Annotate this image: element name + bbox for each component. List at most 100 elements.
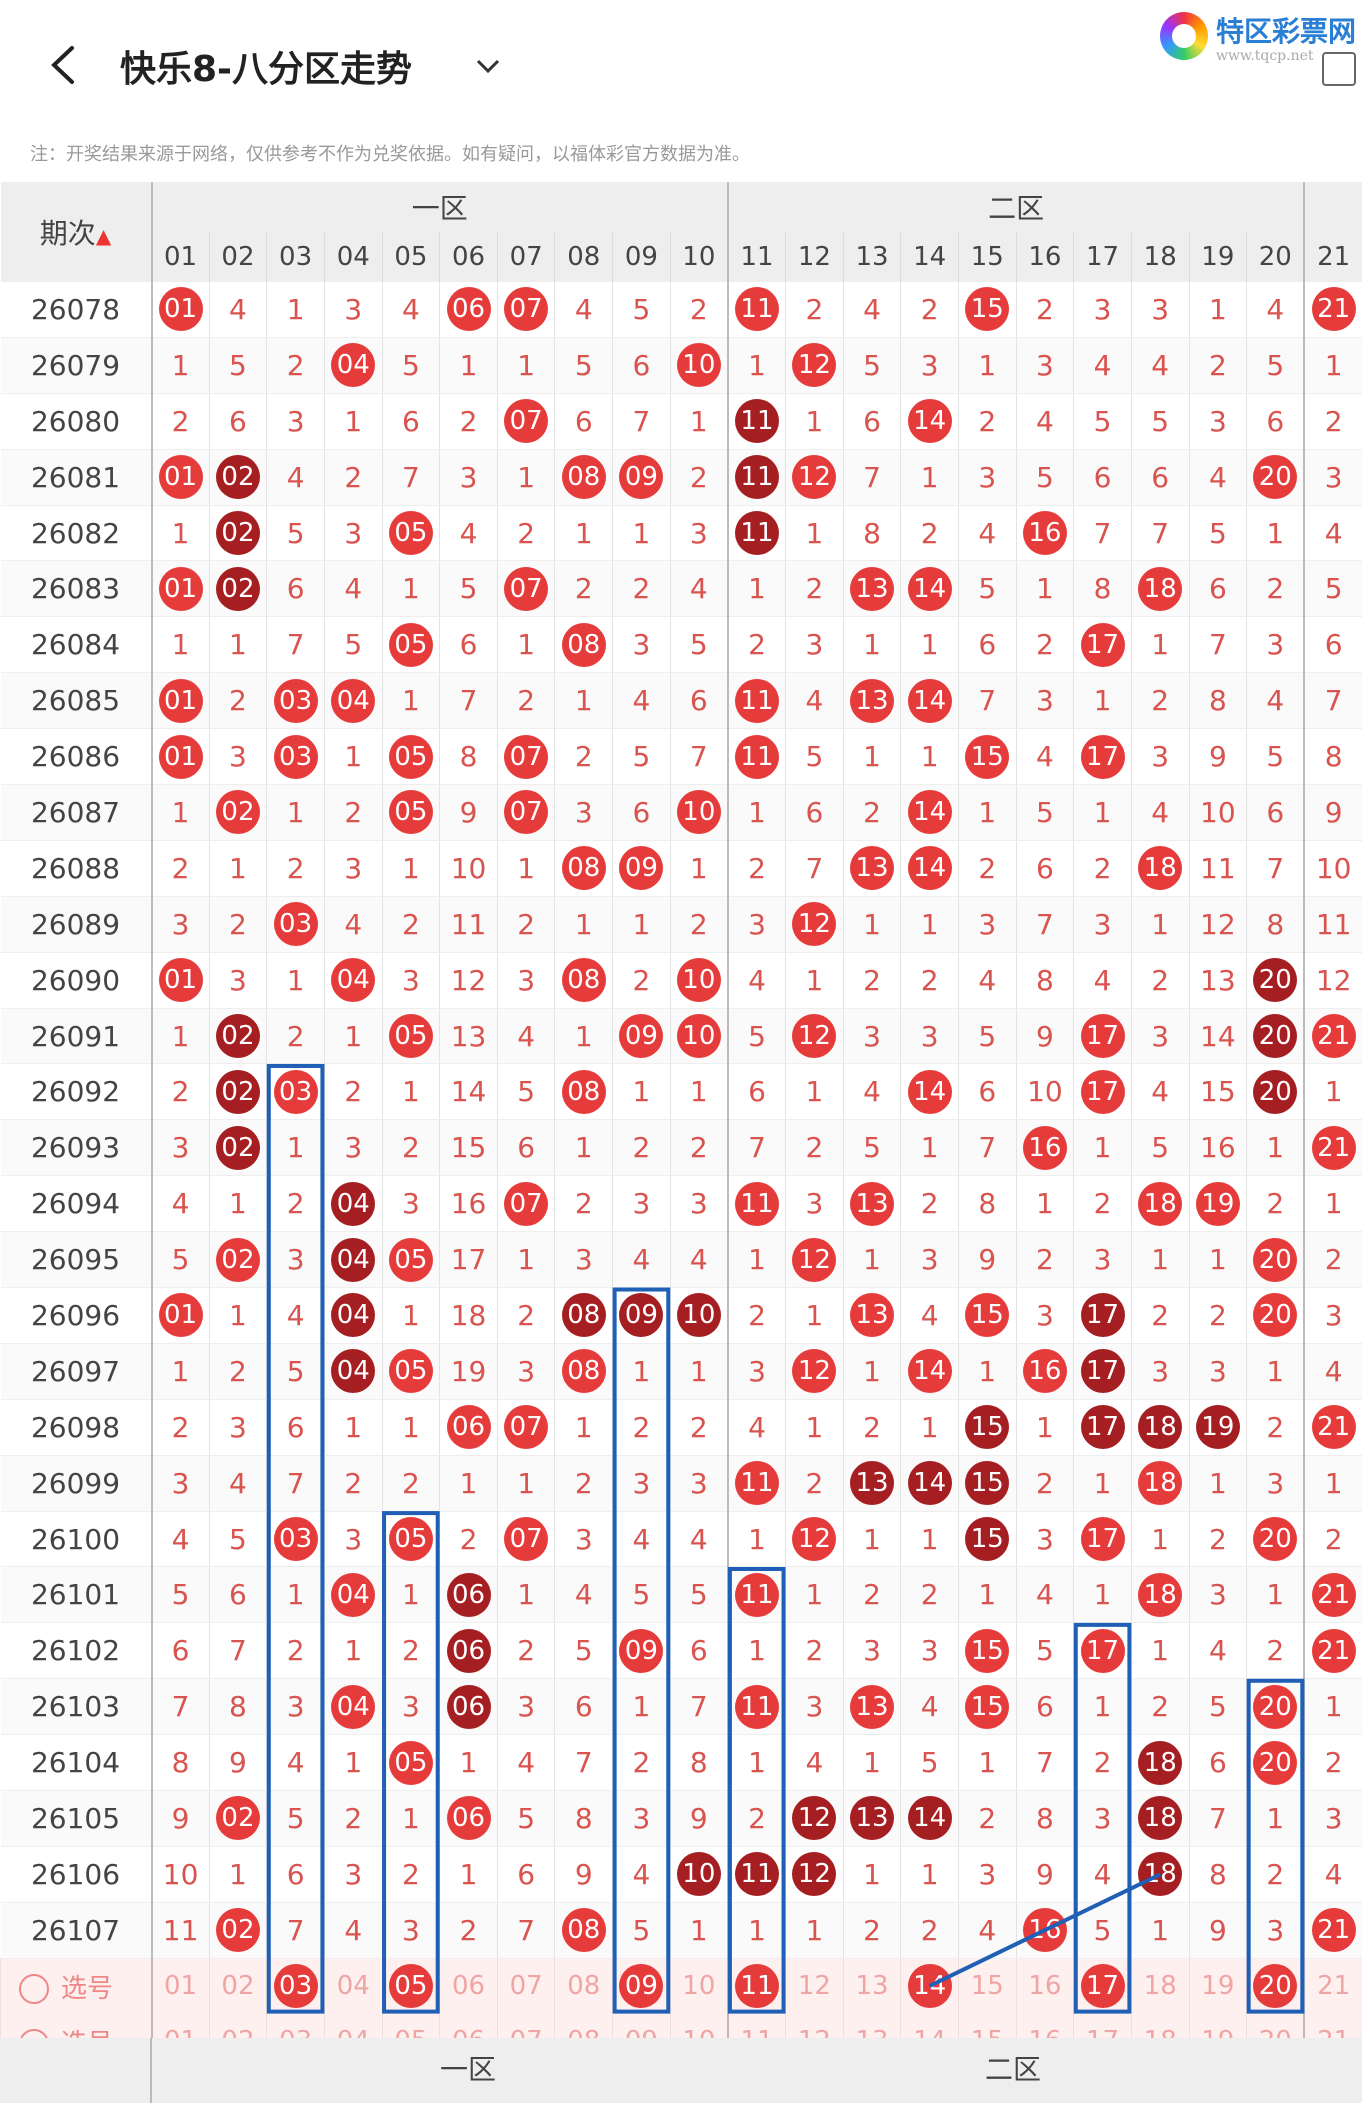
select-number-18[interactable]: 18	[1130, 1958, 1190, 2014]
miss-count-cell: 6	[957, 1063, 1017, 1121]
miss-count-cell: 5	[1188, 1678, 1247, 1736]
miss-count-cell: 2	[900, 1566, 959, 1624]
miss-count-cell: 5	[842, 1119, 901, 1177]
miss-count-cell: 8	[669, 1734, 728, 1792]
miss-count-cell: 4	[323, 896, 383, 953]
drawn-number-cell: 12	[785, 1231, 844, 1289]
miss-count-cell: 2	[785, 282, 844, 338]
select-number-09[interactable]: 09	[612, 1958, 671, 2014]
select-number-21[interactable]: 21	[1303, 1958, 1362, 2014]
miss-count-cell: 3	[1188, 1566, 1247, 1624]
select-number-13[interactable]: 13	[842, 1958, 901, 2014]
miss-count-cell: 1	[1015, 1175, 1074, 1233]
select-number-01[interactable]: 01	[151, 1958, 210, 2014]
sort-icon[interactable]: ▲	[95, 224, 112, 248]
select-number-02[interactable]: 02	[208, 1958, 267, 2014]
miss-count-cell: 7	[554, 1734, 613, 1792]
miss-count-cell: 4	[1130, 1063, 1190, 1121]
select-number-08[interactable]: 08	[554, 1958, 613, 2014]
miss-count-cell: 1	[612, 1678, 671, 1736]
drawn-number-cell: 12	[785, 449, 844, 506]
miss-count-cell: 3	[554, 1511, 613, 1568]
period-header[interactable]: 期次▲	[0, 182, 153, 282]
title-dropdown-button[interactable]	[470, 48, 506, 84]
miss-count-cell: 6	[1015, 1678, 1074, 1736]
drawn-ball: 13	[850, 678, 894, 723]
number-header-14: 14	[900, 232, 959, 282]
miss-count-cell: 4	[208, 282, 267, 338]
miss-count-cell: 11	[1303, 896, 1362, 953]
radio-button[interactable]	[19, 1974, 49, 2005]
miss-count-cell: 1	[900, 1846, 959, 1903]
select-row-label[interactable]: 选号	[0, 1958, 153, 2014]
table-row: 26088 2 1 2 3 1 10 1 08 09 1 2 7 13 14 2 6 2 18 11 7 10	[0, 840, 1362, 897]
select-number-03[interactable]: 03	[266, 1958, 325, 2014]
miss-count-cell: 3	[381, 952, 440, 1009]
select-number-04[interactable]: 04	[323, 1958, 383, 2014]
miss-count-cell: 5	[1130, 1119, 1190, 1177]
miss-count-cell: 8	[208, 1678, 267, 1736]
period-cell: 26088	[0, 840, 153, 897]
drawn-number-cell: 17	[1073, 1511, 1132, 1568]
miss-count-cell: 7	[957, 1119, 1017, 1177]
number-header-20: 20	[1246, 232, 1305, 282]
number-header-02: 02	[208, 232, 267, 282]
select-number-06[interactable]: 06	[439, 1958, 498, 2014]
drawn-number-cell: 13	[842, 1678, 901, 1736]
select-label: 选号	[61, 1973, 114, 2004]
miss-count-cell: 3	[1303, 1287, 1362, 1344]
miss-count-cell: 3	[151, 896, 210, 953]
miss-count-cell: 3	[323, 840, 383, 897]
miss-count-cell: 8	[1015, 1790, 1074, 1847]
drawn-number-cell: 04	[323, 1343, 383, 1400]
table-row: 26107 11 02 7 4 3 2 7 08 5 1 1 1 2 2 4 16 5 1 9 3 21	[0, 1902, 1362, 1959]
period-cell: 26089	[0, 896, 153, 953]
drawn-number-cell: 06	[439, 1566, 498, 1624]
drawn-number-cell: 10	[669, 337, 728, 394]
miss-count-cell: 4	[957, 505, 1017, 562]
miss-count-cell: 2	[1015, 616, 1074, 674]
period-cell: 26094	[0, 1175, 153, 1233]
miss-count-cell: 4	[266, 1287, 325, 1344]
select-number-15[interactable]: 15	[957, 1958, 1017, 2014]
select-number-14[interactable]: 14	[900, 1958, 959, 2014]
select-number-12[interactable]: 12	[785, 1958, 844, 2014]
miss-count-cell: 10	[151, 1846, 210, 1903]
miss-count-cell: 3	[1303, 449, 1362, 506]
drawn-number-cell: 15	[957, 1455, 1017, 1512]
select-number-05[interactable]: 05	[381, 1958, 440, 2014]
miss-count-cell: 3	[266, 1231, 325, 1289]
miss-count-cell: 4	[612, 1846, 671, 1903]
miss-count-cell: 2	[266, 1622, 325, 1680]
drawn-number-cell: 16	[1015, 1902, 1074, 1959]
drawn-ball: 14	[907, 678, 952, 723]
select-number-20[interactable]: 20	[1246, 1958, 1305, 2014]
miss-count-cell: 6	[266, 560, 325, 618]
miss-count-cell: 9	[669, 1790, 728, 1847]
miss-count-cell: 1	[439, 1455, 498, 1512]
select-number-16[interactable]: 16	[1015, 1958, 1074, 2014]
miss-count-cell: 1	[1015, 560, 1074, 618]
select-number-17[interactable]: 17	[1073, 1958, 1132, 2014]
drawn-ball: 13	[850, 566, 894, 611]
back-button[interactable]	[40, 40, 90, 90]
miss-count-cell: 6	[496, 1846, 555, 1903]
miss-count-cell: 2	[323, 1063, 383, 1121]
select-number-19[interactable]: 19	[1188, 1958, 1247, 2014]
miss-count-cell: 1	[323, 1399, 383, 1456]
drawn-number-cell: 15	[957, 1287, 1017, 1344]
miss-count-cell: 2	[1073, 1734, 1132, 1792]
miss-count-cell: 2	[1188, 337, 1247, 394]
miss-count-cell: 4	[957, 952, 1017, 1009]
select-number-10[interactable]: 10	[669, 1958, 728, 2014]
selected-ball: 20	[1253, 1964, 1298, 2009]
select-number-11[interactable]: 11	[726, 1958, 786, 2014]
number-header-11: 11	[726, 232, 786, 282]
drawn-number-cell: 05	[381, 1343, 440, 1400]
device-icon[interactable]	[1322, 52, 1356, 86]
miss-count-cell: 1	[1246, 1343, 1305, 1400]
miss-count-cell: 2	[785, 1119, 844, 1177]
miss-count-cell: 1	[439, 337, 498, 394]
select-number-07[interactable]: 07	[496, 1958, 555, 2014]
drawn-number-cell: 08	[554, 616, 613, 674]
